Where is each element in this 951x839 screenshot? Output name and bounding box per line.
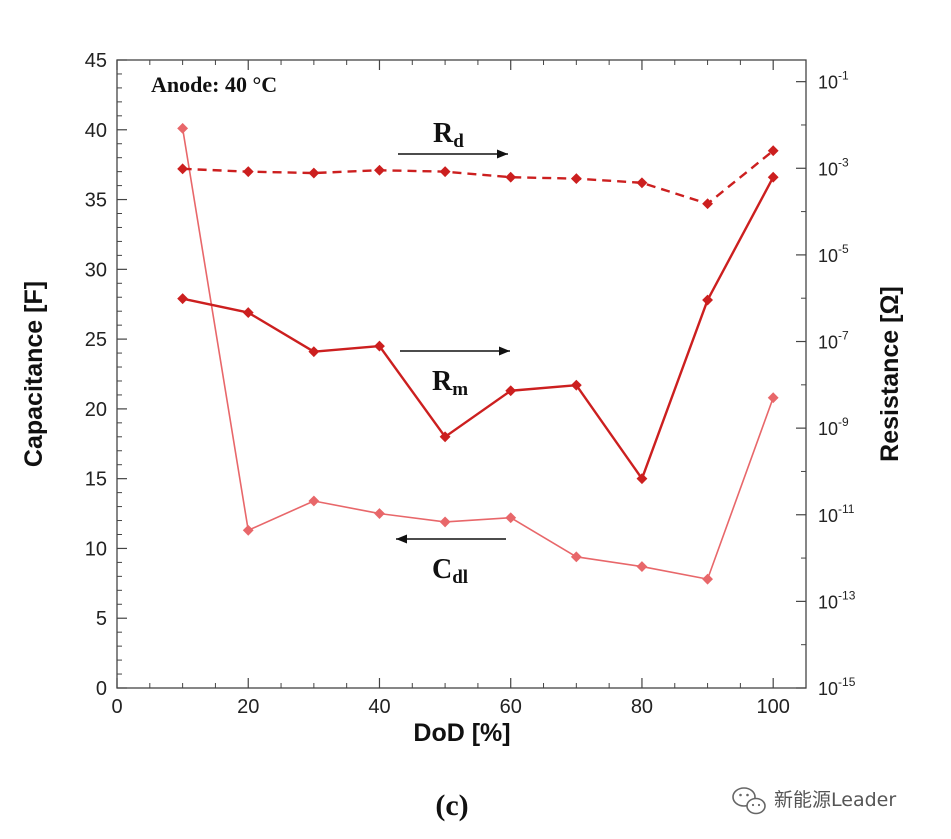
y-left-axis-label: Capacitance [F] <box>20 281 48 467</box>
data-point <box>636 561 648 573</box>
data-point <box>439 516 451 528</box>
x-tick-label: 100 <box>757 696 790 718</box>
chart-title: Anode: 40 °C <box>151 72 277 97</box>
data-point <box>308 495 320 507</box>
y-right-tick-label: 10-13 <box>818 588 856 612</box>
y-left-tick-label: 15 <box>85 469 107 491</box>
series-line-rd <box>182 149 774 205</box>
data-point <box>767 145 779 157</box>
annotation-rd: Rd <box>398 118 508 159</box>
data-point <box>570 379 582 391</box>
y-right-tick-label: 10-11 <box>818 502 855 526</box>
data-point <box>439 431 451 443</box>
x-axis: 0 20 40 60 80 100 <box>111 60 790 718</box>
y-left-axis: 0 5 10 15 20 25 30 35 40 45 <box>85 50 127 700</box>
y-right-tick-label: 10-3 <box>818 155 849 179</box>
annotation-rm: Rm <box>400 346 510 400</box>
data-point <box>636 473 648 485</box>
data-point <box>505 171 517 183</box>
watermark-text: 新能源Leader <box>774 789 896 811</box>
data-point <box>767 171 779 183</box>
series-cdl <box>177 122 779 585</box>
y-right-axis: 10-1 10-3 10-5 10-7 10-9 10-11 10-13 10-15 <box>796 69 856 699</box>
y-left-tick-label: 35 <box>85 190 107 212</box>
data-point <box>570 551 582 563</box>
y-left-tick-label: 25 <box>85 329 107 351</box>
annotations: Cdl Rm Rd <box>396 118 510 588</box>
data-point <box>374 164 385 176</box>
y-right-tick-label: 10-7 <box>818 329 849 353</box>
data-point <box>702 294 713 306</box>
plot-area <box>116 59 807 689</box>
y-left-tick-label: 5 <box>96 608 107 630</box>
data-point <box>308 346 320 358</box>
arrow-right-icon <box>499 346 510 356</box>
watermark: 新能源Leader <box>732 787 896 815</box>
data-point <box>242 307 254 319</box>
data-point <box>570 173 582 185</box>
arrow-right-icon <box>497 149 508 159</box>
series-rm <box>177 171 779 485</box>
x-tick-label: 60 <box>500 696 522 718</box>
x-tick-label: 20 <box>237 696 259 718</box>
y-right-tick-label: 10-5 <box>818 242 849 266</box>
data-point <box>308 167 320 179</box>
y-right-axis-label: Resistance [Ω] <box>876 286 904 462</box>
series-line-cdl <box>181 128 774 580</box>
y-left-tick-label: 30 <box>85 259 107 281</box>
data-point <box>702 198 713 210</box>
y-right-tick-label: 10-15 <box>818 675 856 699</box>
series-rd <box>177 145 779 210</box>
y-right-tick-label: 10-9 <box>818 415 849 439</box>
data-point <box>439 166 451 178</box>
annotation-cdl: Cdl <box>396 534 506 588</box>
data-point <box>505 385 517 397</box>
data-point <box>177 163 189 175</box>
data-point <box>767 392 779 404</box>
y-left-tick-label: 10 <box>85 538 107 560</box>
y-left-tick-label: 45 <box>85 50 107 72</box>
y-right-tick-label: 10-1 <box>818 69 849 93</box>
x-axis-label: DoD [%] <box>413 719 510 747</box>
plot-frame <box>116 59 807 689</box>
data-point <box>242 166 254 178</box>
series-label-rm: Rm <box>432 366 468 400</box>
series-label-cdl: Cdl <box>432 554 468 588</box>
series-layer <box>177 122 779 585</box>
data-point <box>177 293 189 305</box>
data-point <box>374 340 385 352</box>
x-tick-label: 40 <box>368 696 390 718</box>
x-tick-label: 0 <box>111 696 122 718</box>
series-label-rd: Rd <box>433 118 464 152</box>
data-point <box>702 573 713 585</box>
data-point <box>636 177 648 189</box>
y-left-tick-label: 20 <box>85 399 107 421</box>
arrow-left-icon <box>396 534 407 544</box>
data-point <box>374 508 385 519</box>
y-left-tick-label: 40 <box>85 120 107 142</box>
series-line-rm <box>182 176 775 480</box>
wechat-icon <box>732 787 766 815</box>
data-point <box>505 512 517 524</box>
data-point <box>177 122 189 134</box>
panel-label: (c) <box>435 789 468 822</box>
x-tick-label: 80 <box>631 696 653 718</box>
y-left-tick-label: 0 <box>96 678 107 700</box>
data-point <box>242 524 254 536</box>
